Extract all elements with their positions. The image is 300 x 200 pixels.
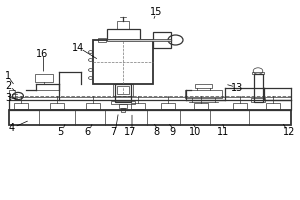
Bar bbox=[266, 103, 280, 109]
Bar bbox=[161, 103, 175, 109]
Text: 5: 5 bbox=[57, 127, 63, 137]
Text: 7: 7 bbox=[110, 127, 116, 137]
Bar bbox=[93, 40, 153, 84]
Bar bbox=[131, 103, 145, 109]
Bar bbox=[9, 97, 291, 100]
Bar bbox=[111, 101, 135, 104]
Bar bbox=[184, 90, 222, 98]
Text: 16: 16 bbox=[36, 49, 48, 59]
Bar bbox=[254, 74, 262, 102]
Text: 11: 11 bbox=[218, 127, 230, 137]
Bar bbox=[153, 32, 171, 48]
Text: 12: 12 bbox=[283, 127, 296, 137]
Bar bbox=[194, 103, 208, 109]
Bar bbox=[9, 110, 291, 125]
Bar bbox=[121, 109, 125, 112]
Bar bbox=[34, 74, 52, 82]
Text: 15: 15 bbox=[150, 7, 162, 17]
Text: 10: 10 bbox=[189, 127, 201, 137]
Text: 3: 3 bbox=[5, 93, 11, 103]
Text: 2: 2 bbox=[5, 81, 11, 91]
Text: 8: 8 bbox=[153, 127, 159, 137]
Bar bbox=[252, 72, 264, 74]
Text: 1: 1 bbox=[5, 71, 11, 81]
Bar bbox=[106, 39, 171, 41]
Bar bbox=[113, 84, 133, 96]
Bar bbox=[50, 103, 64, 109]
Text: 9: 9 bbox=[169, 127, 175, 137]
Bar bbox=[14, 103, 28, 109]
Bar bbox=[9, 100, 291, 110]
Text: 14: 14 bbox=[72, 43, 84, 53]
Bar bbox=[119, 104, 127, 108]
Text: 4: 4 bbox=[9, 123, 15, 133]
Bar bbox=[117, 21, 129, 29]
Text: 6: 6 bbox=[84, 127, 90, 137]
Bar bbox=[251, 98, 265, 102]
Bar bbox=[9, 90, 15, 100]
Bar bbox=[98, 38, 106, 42]
Bar bbox=[106, 29, 140, 40]
Text: 17: 17 bbox=[124, 127, 137, 137]
Bar bbox=[117, 86, 129, 94]
Bar bbox=[115, 84, 131, 102]
Text: 13: 13 bbox=[231, 83, 243, 93]
Bar bbox=[86, 103, 100, 109]
Bar bbox=[121, 108, 125, 110]
Bar bbox=[233, 103, 247, 109]
Bar bbox=[195, 84, 211, 88]
